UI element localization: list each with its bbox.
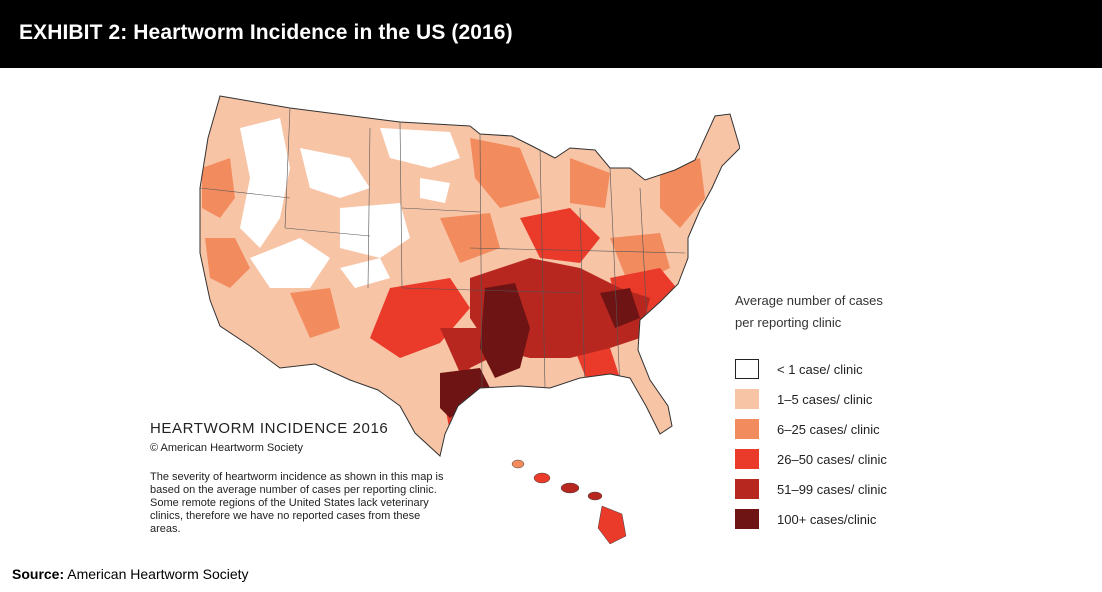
us-heartworm-map [140,88,740,558]
hawaii-islands [511,459,627,545]
severe-incidence-areas [440,283,640,418]
legend-label: 6–25 cases/ clinic [777,421,880,437]
legend-item: 6–25 cases/ clinic [735,414,955,444]
legend-title: Average number of cases per reporting cl… [735,293,883,330]
exhibit-title: EXHIBIT 2: Heartworm Incidence in the US… [19,21,513,44]
legend-item: 1–5 cases/ clinic [735,384,955,414]
source-text: American Heartworm Society [67,566,249,582]
legend: Average number of cases per reporting cl… [735,290,955,534]
legend-label: 100+ cases/clinic [777,511,877,527]
legend-label: 26–50 cases/ clinic [777,451,887,467]
legend-swatch [735,509,759,529]
map-copyright: © American Heartworm Society [150,442,303,454]
legend-swatch [735,449,759,469]
legend-label: < 1 case/ clinic [777,361,863,377]
source-label: Source: [12,566,65,582]
state-borders [200,107,686,389]
legend-swatch [735,359,759,379]
source-line: Source: American Heartworm Society [12,566,249,582]
legend-swatch [735,389,759,409]
legend-item: < 1 case/ clinic [735,354,955,384]
legend-items: < 1 case/ clinic 1–5 cases/ clinic 6–25 … [735,354,955,534]
legend-label: 1–5 cases/ clinic [777,391,873,407]
low-incidence-areas [240,118,460,288]
map-title: HEARTWORM INCIDENCE 2016 [150,420,389,437]
map-graphic [199,95,740,545]
legend-item: 100+ cases/clinic [735,504,955,534]
map-note: The severity of heartworm incidence as s… [150,471,444,535]
exhibit-header: EXHIBIT 2: Heartworm Incidence in the US… [0,0,1102,68]
moderate-incidence-areas [202,138,705,338]
legend-label: 51–99 cases/ clinic [777,481,887,497]
legend-item: 26–50 cases/ clinic [735,444,955,474]
legend-item: 51–99 cases/ clinic [735,474,955,504]
legend-swatch [735,419,759,439]
legend-swatch [735,479,759,499]
